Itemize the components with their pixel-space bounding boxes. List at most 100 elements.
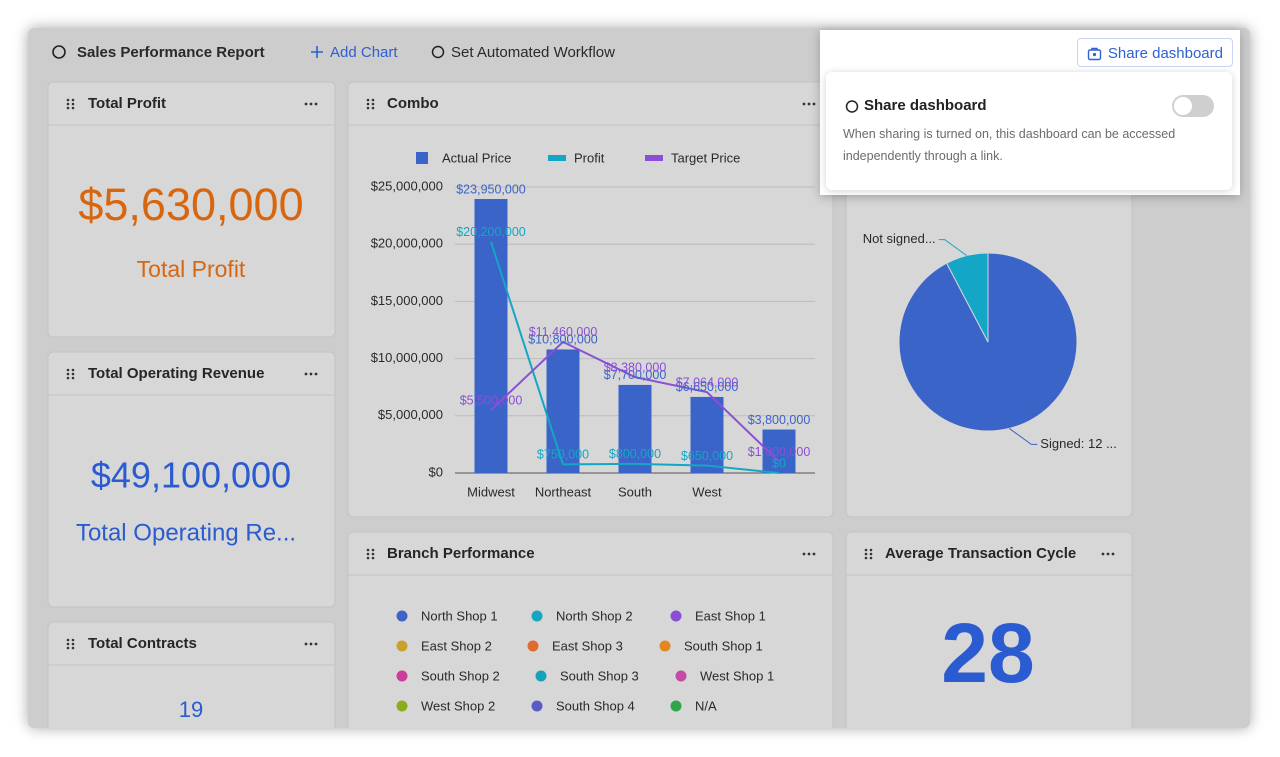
legend-dot bbox=[396, 670, 408, 682]
legend-label: East Shop 2 bbox=[421, 638, 492, 653]
card-title: Average Transaction Cycle bbox=[885, 545, 1076, 562]
legend-dot bbox=[396, 640, 408, 652]
panel-description: When sharing is turned on, this dashboar… bbox=[843, 127, 1176, 163]
share-toggle[interactable] bbox=[1172, 95, 1214, 117]
kpi-value: 28 bbox=[941, 606, 1034, 700]
panel-title: Share dashboard bbox=[864, 97, 987, 114]
card-title: Total Profit bbox=[88, 95, 166, 112]
data-label: $20,200,000 bbox=[456, 225, 526, 239]
drag-handle-dot bbox=[66, 638, 70, 642]
add-icon bbox=[311, 46, 323, 58]
legend-label: West Shop 1 bbox=[700, 668, 774, 683]
more-menu-dot[interactable] bbox=[314, 642, 318, 646]
add-chart[interactable]: Add Chart bbox=[311, 44, 398, 61]
pie-slice bbox=[945, 252, 989, 343]
legend-dot bbox=[675, 670, 687, 682]
drag-handle-dot bbox=[66, 368, 70, 372]
share-panel: Share dashboard When sharing is turned o… bbox=[826, 72, 1232, 190]
drag-handle-dot bbox=[66, 98, 70, 102]
more-menu-dot[interactable] bbox=[304, 372, 308, 376]
card bbox=[845, 531, 1133, 728]
more-menu-dot[interactable] bbox=[802, 102, 806, 106]
kpi-value: $49,100,000 bbox=[91, 455, 291, 496]
more-menu-dot[interactable] bbox=[314, 372, 318, 376]
pie-leader bbox=[1009, 428, 1038, 445]
more-menu-dot[interactable] bbox=[314, 102, 318, 106]
bar bbox=[690, 396, 724, 473]
x-tick-label: Midwest bbox=[467, 484, 515, 499]
drag-handle-dot bbox=[869, 548, 873, 552]
y-tick-label: $10,000,000 bbox=[371, 350, 443, 365]
card bbox=[47, 621, 336, 728]
x-tick-label: South bbox=[618, 484, 652, 499]
legend-dot bbox=[531, 610, 543, 622]
more-menu-dot[interactable] bbox=[802, 552, 806, 556]
more-menu-dot[interactable] bbox=[304, 642, 308, 646]
y-tick-label: $0 bbox=[429, 464, 443, 479]
card-title: Combo bbox=[387, 95, 439, 112]
more-menu-dot[interactable] bbox=[1106, 552, 1110, 556]
data-label: $650,000 bbox=[681, 449, 733, 463]
kpi-value: $5,630,000 bbox=[78, 179, 303, 230]
drag-handle-dot bbox=[366, 106, 370, 110]
report-title: Sales Performance Report bbox=[77, 44, 265, 61]
more-menu-dot[interactable] bbox=[1111, 552, 1115, 556]
more-menu-dot[interactable] bbox=[309, 642, 313, 646]
card bbox=[47, 81, 336, 338]
data-label: $8,380,000 bbox=[604, 360, 667, 374]
share-popover: Share dashboard Share dashboard When sha… bbox=[820, 30, 1240, 195]
drag-handle-dot bbox=[869, 556, 873, 560]
pie-label: Not signed... bbox=[863, 231, 936, 246]
drag-handle-dot bbox=[371, 556, 375, 560]
card-title: Total Contracts bbox=[88, 635, 197, 652]
drag-handle-dot bbox=[66, 372, 70, 376]
legend-dot bbox=[670, 700, 682, 712]
drag-handle-dot bbox=[371, 102, 375, 106]
more-menu-dot[interactable] bbox=[309, 372, 313, 376]
drag-handle-dot bbox=[71, 106, 75, 110]
drag-handle-dot bbox=[66, 106, 70, 110]
y-tick-label: $20,000,000 bbox=[371, 236, 443, 251]
kpi-label: Total Profit bbox=[137, 256, 246, 282]
y-tick-label: $5,000,000 bbox=[378, 407, 443, 422]
more-menu-dot[interactable] bbox=[1101, 552, 1105, 556]
card-title: Total Operating Revenue bbox=[88, 365, 264, 382]
drag-handle-dot bbox=[71, 638, 75, 642]
data-label: $11,460,000 bbox=[529, 325, 598, 339]
legend-dot bbox=[535, 670, 547, 682]
data-label: $7,064,000 bbox=[676, 375, 739, 389]
legend-label: North Shop 2 bbox=[556, 608, 633, 623]
legend-dot bbox=[670, 610, 682, 622]
more-menu-dot[interactable] bbox=[309, 102, 313, 106]
drag-handle-dot bbox=[71, 372, 75, 376]
dashboard-body: Sales Performance Report Add Chart Set A… bbox=[47, 44, 1133, 728]
drag-handle-dot bbox=[869, 552, 873, 556]
drag-handle-dot bbox=[66, 646, 70, 650]
more-menu-dot[interactable] bbox=[807, 552, 811, 556]
drag-handle-dot bbox=[371, 98, 375, 102]
workflow[interactable]: Set Automated Workflow bbox=[431, 44, 616, 61]
drag-handle-dot bbox=[864, 556, 868, 560]
add-chart-label: Add Chart bbox=[330, 44, 398, 61]
more-menu-dot[interactable] bbox=[807, 102, 811, 106]
bar bbox=[546, 349, 580, 473]
workflow-icon bbox=[431, 45, 445, 59]
drag-handle-dot bbox=[366, 548, 370, 552]
legend-label: East Shop 1 bbox=[695, 608, 766, 623]
y-tick-label: $25,000,000 bbox=[371, 178, 443, 193]
legend-dot bbox=[527, 640, 539, 652]
kpi-value: 19 bbox=[179, 697, 203, 722]
card-header-lines bbox=[48, 124, 1132, 666]
drag-handle-dot bbox=[71, 646, 75, 650]
legend-dot bbox=[396, 700, 408, 712]
legend-label: North Shop 1 bbox=[421, 608, 498, 623]
line-series bbox=[490, 241, 780, 474]
line-series bbox=[490, 340, 780, 463]
more-menu-dot[interactable] bbox=[304, 102, 308, 106]
more-menu-dot[interactable] bbox=[812, 102, 816, 106]
share-button[interactable]: Share dashboard bbox=[1076, 38, 1233, 67]
data-label: $800,000 bbox=[609, 447, 661, 461]
data-label: $10,800,000 bbox=[528, 333, 598, 347]
more-menu-dot[interactable] bbox=[812, 552, 816, 556]
